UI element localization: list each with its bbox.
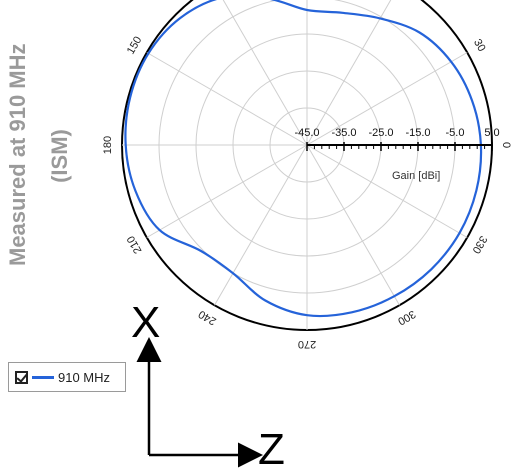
- grid-spoke: [306, 0, 392, 146]
- radial-tick-label: -45.0: [294, 127, 319, 139]
- angle-tick-label: 180: [102, 136, 114, 154]
- grid-spoke: [222, 0, 308, 146]
- legend[interactable]: 910 MHz: [8, 362, 126, 392]
- grid-spoke: [306, 144, 468, 238]
- series-line-910mhz: [124, 0, 483, 318]
- radial-tick-label: -35.0: [331, 127, 356, 139]
- legend-checkbox[interactable]: [15, 370, 28, 384]
- radial-tick-label: 5.0: [484, 127, 499, 139]
- grid-spoke: [146, 52, 308, 146]
- legend-swatch: [32, 375, 54, 379]
- radial-axis: -45.0 -35.0 -25.0 -15.0 -5.0 5.0: [294, 127, 500, 151]
- legend-label: 910 MHz: [58, 369, 111, 385]
- sidebar-title-line1: Measured at 910 MHz: [5, 43, 30, 266]
- grid-spoke: [306, 144, 400, 306]
- angle-tick-label: 210: [125, 234, 145, 256]
- polar-grid: [121, 0, 493, 331]
- grid-spoke: [214, 144, 308, 306]
- angle-tick-label: 330: [470, 234, 490, 256]
- angle-tick-label: 240: [197, 308, 219, 328]
- sidebar-title-line2: (ISM): [47, 129, 72, 183]
- radial-tick-label: -25.0: [368, 127, 393, 139]
- grid-spoke: [306, 52, 468, 146]
- x-axis-label: X: [131, 298, 161, 347]
- angle-tick-label: 300: [396, 308, 418, 328]
- angle-tick-label: 30: [471, 37, 488, 54]
- z-axis-label: Z: [258, 425, 285, 474]
- radial-tick-label: -15.0: [405, 127, 430, 139]
- radial-tick-label: -5.0: [446, 127, 465, 139]
- angle-tick-label: 150: [125, 35, 145, 57]
- angle-tick-label: 270: [298, 338, 316, 350]
- grid-spoke: [146, 144, 308, 238]
- angle-labels: 0 30 150 180 210 240 270 300 330: [102, 35, 512, 350]
- radial-axis-label: Gain [dBi]: [392, 170, 440, 182]
- angle-tick-label: 0: [500, 142, 512, 148]
- gain-trace: [124, 0, 483, 318]
